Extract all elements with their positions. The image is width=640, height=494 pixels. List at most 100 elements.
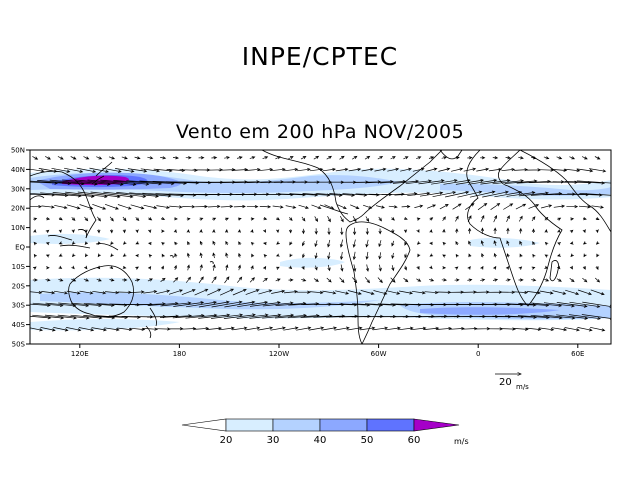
wind-vector: [51, 167, 71, 173]
wind-vector: [424, 290, 439, 295]
wind-vector: [531, 266, 536, 270]
wind-vector: [283, 290, 298, 294]
wind-vector: [288, 229, 293, 234]
wind-vector: [30, 168, 45, 173]
wind-vector: [223, 313, 256, 319]
wind-vector: [565, 289, 580, 295]
colorbar-tick-label: 20: [220, 435, 233, 446]
wind-vector: [156, 205, 171, 209]
wind-vector: [225, 264, 229, 271]
wind-vector: [161, 253, 165, 258]
wind-vector: [407, 191, 431, 197]
wind-vector: [276, 266, 280, 270]
wind-vector: [556, 156, 563, 160]
wind-vector: [538, 327, 555, 332]
map-title: Vento em 200 hPa NOV/2005: [175, 121, 465, 143]
wind-vector: [412, 167, 425, 172]
wind-vector: [212, 264, 216, 271]
wind-vector: [518, 266, 523, 270]
wind-vector: [452, 203, 462, 210]
wind-vector: [58, 217, 63, 221]
wind-vector: [148, 254, 153, 258]
wind-vector: [390, 156, 396, 160]
wind-vector: [544, 216, 549, 221]
wind-vector: [391, 240, 395, 247]
wind-vector: [337, 204, 347, 210]
wind-vector: [556, 278, 562, 282]
wind-vector: [557, 253, 561, 257]
wind-vector: [544, 241, 549, 246]
wind-vector: [347, 290, 362, 295]
colorbar-tick-label: 60: [408, 435, 421, 446]
wind-vector: [518, 278, 524, 282]
wind-vector: [469, 190, 496, 198]
wind-vector: [595, 265, 599, 271]
wind-vector: [84, 253, 89, 258]
wind-vector: [339, 155, 345, 160]
wind-vector: [569, 265, 573, 270]
wind-vector: [32, 266, 37, 270]
wind-vector: [429, 265, 433, 270]
wind-vector: [595, 229, 599, 234]
wind-vector: [327, 227, 331, 236]
wind-vector: [92, 290, 107, 295]
wind-vector: [90, 191, 134, 199]
wind-vector: [417, 253, 421, 258]
wind-vector: [528, 204, 540, 209]
colorbar-segment: [225, 418, 274, 432]
wind-vector: [71, 241, 76, 245]
wind-vector: [327, 216, 331, 223]
wind-vector: [237, 300, 269, 308]
wind-vector: [103, 191, 147, 199]
wind-vector: [416, 217, 421, 221]
lon-label: 120E: [71, 350, 89, 358]
wind-vector: [168, 289, 183, 295]
wind-vector: [198, 313, 231, 319]
wind-vector: [429, 229, 433, 233]
wind-vector: [569, 301, 601, 308]
wind-vector: [403, 229, 408, 234]
wind-vector: [544, 265, 549, 269]
wind-vector: [186, 252, 190, 258]
wind-vector: [148, 217, 153, 221]
wind-vector: [569, 278, 575, 283]
wind-vector: [360, 290, 375, 295]
lat-label: 30N: [11, 185, 25, 193]
wind-vector: [480, 214, 485, 223]
wind-vector: [322, 290, 337, 295]
coast-africa-europe: [466, 150, 563, 307]
wind-vector: [405, 179, 432, 185]
wind-vector: [84, 241, 89, 246]
wind-vector: [129, 327, 146, 331]
wind-vector: [45, 254, 50, 258]
wind-vector: [108, 156, 116, 160]
wind-vector: [122, 229, 126, 234]
wind-vector: [270, 167, 286, 172]
wind-vector: [557, 229, 561, 233]
wind-vector: [97, 241, 101, 246]
wind-vector: [441, 156, 448, 160]
wind-vector: [263, 254, 268, 258]
wind-vector: [566, 204, 579, 209]
wind-vector: [387, 167, 400, 172]
wind-vector: [518, 191, 550, 197]
wind-vector: [147, 156, 154, 160]
wind-vector: [362, 204, 373, 209]
wind-vector: [480, 278, 486, 282]
wind-vector: [30, 204, 42, 209]
wind-vector: [32, 156, 39, 160]
wind-vector: [211, 300, 243, 308]
wind-vector: [531, 278, 537, 282]
wind-vector: [143, 289, 158, 294]
wind-vector: [445, 190, 470, 198]
wind-vector: [411, 290, 426, 295]
wind-vector: [169, 205, 183, 209]
wind-vector: [591, 205, 604, 209]
wind-vector: [327, 264, 331, 272]
wind-vector: [578, 205, 592, 209]
wind-vector: [526, 291, 541, 295]
wind-vector: [477, 203, 488, 211]
wind-vector: [501, 167, 516, 172]
wind-vector: [365, 264, 370, 272]
wind-vector: [468, 240, 472, 246]
